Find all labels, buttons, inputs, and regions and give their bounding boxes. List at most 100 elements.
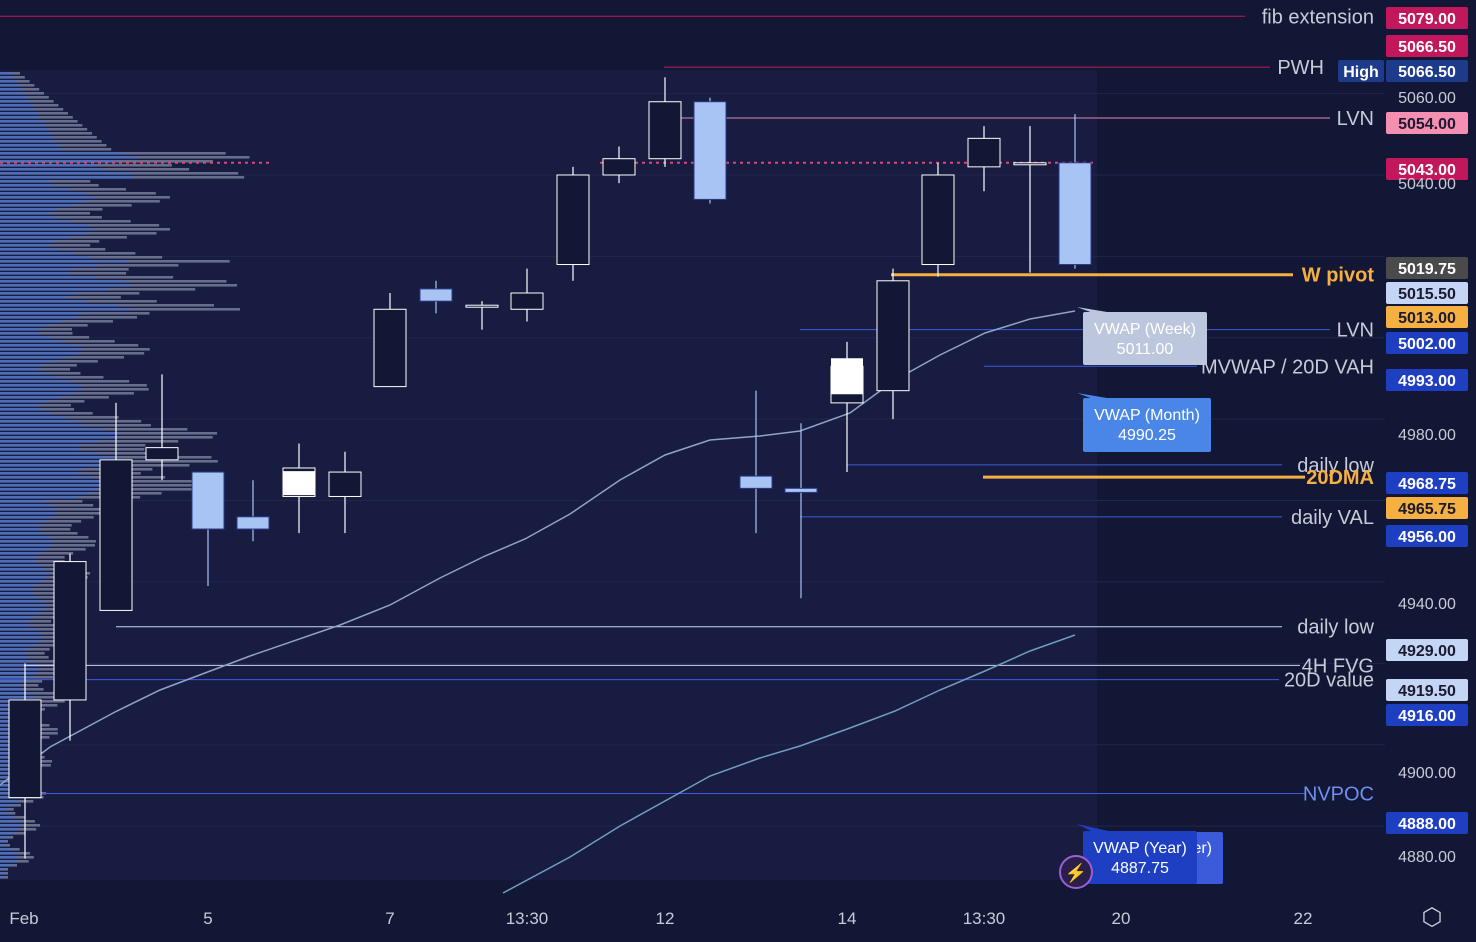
price-label bbox=[1386, 332, 1468, 354]
time-tick: 13:30 bbox=[963, 909, 1006, 928]
candle-body[interactable] bbox=[1058, 162, 1092, 266]
price-label-text: 5013.00 bbox=[1398, 310, 1456, 327]
candle-body[interactable] bbox=[556, 174, 590, 266]
level-label: MVWAP / 20D VAH bbox=[1201, 356, 1374, 378]
level-label: W pivot bbox=[1302, 265, 1375, 287]
vwap-week-callout-text: 5011.00 bbox=[1117, 341, 1174, 358]
level-label: daily VAL bbox=[1291, 507, 1374, 529]
price-label-text: 4900.00 bbox=[1398, 765, 1456, 782]
time-tick: 14 bbox=[838, 909, 857, 928]
price-label bbox=[1386, 282, 1468, 304]
price-label bbox=[1386, 35, 1468, 57]
vwap-month-callout-pointer bbox=[1077, 393, 1113, 399]
candle-body[interactable] bbox=[283, 471, 315, 496]
price-label-text: 4916.00 bbox=[1398, 708, 1456, 725]
time-tick: 12 bbox=[656, 909, 675, 928]
candle-body[interactable] bbox=[739, 475, 773, 489]
price-label-text: 5019.75 bbox=[1398, 261, 1456, 278]
price-label bbox=[1386, 525, 1468, 547]
level-label: LVN bbox=[1337, 320, 1374, 342]
time-tick: 7 bbox=[385, 909, 394, 928]
level-label: fib extension bbox=[1262, 6, 1374, 28]
time-tick: Feb bbox=[9, 909, 38, 928]
candle-body[interactable] bbox=[1013, 162, 1047, 166]
level-label: NVPOC bbox=[1303, 784, 1374, 806]
vwap-month-callout-text: VWAP (Month) bbox=[1094, 407, 1200, 424]
vwap-quarter-callout-text: er) bbox=[1192, 840, 1212, 857]
price-label-text: 4880.00 bbox=[1398, 849, 1456, 866]
candle-body[interactable] bbox=[921, 174, 955, 266]
level-label: 20D value bbox=[1284, 670, 1374, 692]
candle-body[interactable] bbox=[145, 447, 179, 461]
vwap-year-callout-pointer bbox=[1077, 824, 1113, 832]
level-label: 20DMA bbox=[1306, 467, 1374, 489]
time-tick: 22 bbox=[1294, 909, 1313, 928]
price-label bbox=[1386, 497, 1468, 519]
vwap-month-callout[interactable] bbox=[1083, 398, 1211, 452]
candle-body[interactable] bbox=[465, 304, 499, 308]
candle-body[interactable] bbox=[967, 137, 1001, 168]
candle-body[interactable] bbox=[419, 288, 453, 302]
price-label-text: 4940.00 bbox=[1398, 596, 1456, 613]
price-label-text: 5043.00 bbox=[1398, 162, 1456, 179]
level-label: daily low bbox=[1297, 455, 1374, 477]
vwap-week-callout[interactable] bbox=[1083, 312, 1207, 365]
level-label: LVN bbox=[1337, 108, 1374, 130]
price-label bbox=[1386, 639, 1468, 661]
candle-body[interactable] bbox=[784, 487, 818, 493]
price-label-text: 5040.00 bbox=[1398, 176, 1456, 193]
lightning-icon[interactable] bbox=[1059, 855, 1093, 889]
vwap-year-line bbox=[502, 634, 1076, 894]
price-label-text: 4968.75 bbox=[1398, 476, 1456, 493]
price-label-text: 4993.00 bbox=[1398, 373, 1456, 390]
price-label bbox=[1386, 812, 1468, 834]
time-tick: 20 bbox=[1112, 909, 1131, 928]
lightning-icon-glyph: ⚡ bbox=[1065, 862, 1087, 884]
candle-body[interactable] bbox=[876, 280, 910, 392]
vwap-year-callout-text: 4887.75 bbox=[1111, 860, 1169, 877]
price-label-text: 4929.00 bbox=[1398, 643, 1456, 660]
candle-body[interactable] bbox=[236, 516, 270, 530]
candle-body[interactable] bbox=[53, 561, 87, 701]
price-label bbox=[1386, 679, 1468, 701]
candle-body[interactable] bbox=[693, 101, 727, 200]
price-label-text: 4965.75 bbox=[1398, 501, 1456, 518]
candle-body[interactable] bbox=[328, 471, 362, 497]
price-label-text: 5015.50 bbox=[1398, 286, 1456, 303]
candle-body[interactable] bbox=[510, 292, 544, 310]
price-label bbox=[1386, 158, 1468, 180]
price-label-text: 5060.00 bbox=[1398, 90, 1456, 107]
level-label: PWH bbox=[1277, 57, 1324, 79]
high-tag bbox=[1338, 60, 1384, 82]
vwap-week-callout-text: VWAP (Week) bbox=[1094, 321, 1196, 338]
candle-body[interactable] bbox=[602, 158, 636, 176]
time-tick: 5 bbox=[203, 909, 212, 928]
price-label bbox=[1386, 60, 1468, 82]
price-label-text: 4919.50 bbox=[1398, 683, 1456, 700]
price-label bbox=[1386, 257, 1468, 279]
candle-body[interactable] bbox=[191, 471, 225, 530]
candle-body[interactable] bbox=[648, 101, 682, 160]
candle-body[interactable] bbox=[373, 308, 407, 388]
price-label bbox=[1386, 369, 1468, 391]
candle-body[interactable] bbox=[8, 699, 42, 799]
vwap-week-line bbox=[0, 310, 1076, 786]
vwap-year-callout-text: VWAP (Year) bbox=[1093, 840, 1187, 857]
price-label-text: 5066.50 bbox=[1398, 39, 1456, 56]
price-label bbox=[1386, 472, 1468, 494]
vwap-year-callout[interactable] bbox=[1083, 831, 1197, 884]
price-label-text: 5054.00 bbox=[1398, 116, 1456, 133]
level-label: daily low bbox=[1297, 617, 1374, 639]
price-label-text: 5002.00 bbox=[1398, 336, 1456, 353]
price-label-text: 4888.00 bbox=[1398, 816, 1456, 833]
candle-body[interactable] bbox=[831, 358, 863, 395]
price-label-text: 5079.00 bbox=[1398, 11, 1456, 28]
price-label bbox=[1386, 112, 1468, 134]
price-label bbox=[1386, 7, 1468, 29]
level-label: 4H FVG bbox=[1302, 655, 1374, 677]
high-tag-text: High bbox=[1343, 64, 1379, 81]
candle-body[interactable] bbox=[99, 459, 133, 611]
settings-hexagon-icon-glyph: ⬡ bbox=[1422, 904, 1443, 931]
vwap-month-callout-text: 4990.25 bbox=[1118, 427, 1176, 444]
